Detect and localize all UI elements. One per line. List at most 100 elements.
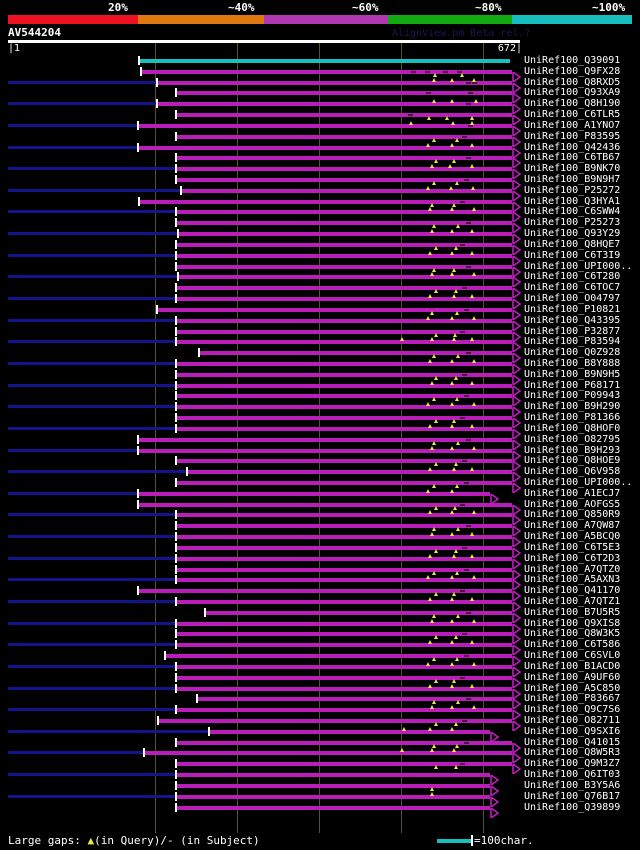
hit-label[interactable]: UniRef100_A7QTZ0 xyxy=(524,563,621,575)
hit-label[interactable]: UniRef100_B3Y5A6 xyxy=(524,779,621,791)
hit-label[interactable]: UniRef100_C6T2D3 xyxy=(524,552,621,564)
hit-row[interactable]: UniRef100_P83594 xyxy=(0,336,640,354)
hit-row[interactable]: UniRef100_Q8HQE7 xyxy=(0,239,640,257)
hit-label[interactable]: UniRef100_A7QTZ1 xyxy=(524,596,621,607)
hit-label[interactable]: UniRef100_Q8HOF0 xyxy=(524,422,621,434)
alignment-bar[interactable] xyxy=(137,589,512,594)
hit-row[interactable]: UniRef100_A9UF60 xyxy=(0,672,640,690)
hit-row[interactable]: UniRef100_Q9FX28 xyxy=(0,66,640,84)
hit-label[interactable]: UniRef100_Q93Y29 xyxy=(524,228,621,240)
hit-label[interactable]: UniRef100_C6T5E3 xyxy=(524,541,621,553)
hit-row[interactable]: UniRef100_Q6IT03 xyxy=(0,769,640,787)
hit-row[interactable]: UniRef100_UPI000.. xyxy=(0,477,640,495)
hit-label[interactable]: UniRef100_Q41015 xyxy=(524,736,621,748)
hit-label[interactable]: UniRef100_Q9C7S6 xyxy=(524,704,621,716)
alignment-bar[interactable] xyxy=(175,210,512,215)
hit-row[interactable]: UniRef100_Q42436 xyxy=(0,142,640,160)
hit-row[interactable]: UniRef100_Q9XIS8 xyxy=(0,617,640,636)
hit-label[interactable]: UniRef100_P83667 xyxy=(524,693,621,705)
alignment-bar[interactable] xyxy=(175,134,512,139)
hit-row[interactable]: UniRef100_B3Y5A6 xyxy=(0,779,640,798)
alignment-bar[interactable] xyxy=(175,361,512,366)
hit-row[interactable]: UniRef100_P83595 xyxy=(0,131,640,149)
hit-row[interactable]: UniRef100_C6SVL0 xyxy=(0,650,640,668)
alignment-bar[interactable] xyxy=(175,113,512,118)
alignment-bar[interactable] xyxy=(175,394,512,399)
alignment-bar[interactable] xyxy=(157,719,512,724)
hit-row[interactable]: UniRef100_Q43395 xyxy=(0,315,640,333)
hit-label[interactable]: UniRef100_A5AXN3 xyxy=(524,574,621,586)
hit-label[interactable]: UniRef100_P81366 xyxy=(524,412,621,424)
hit-label[interactable]: UniRef100_P25272 xyxy=(524,184,621,196)
alignment-bar[interactable] xyxy=(177,232,512,237)
hit-label[interactable]: UniRef100_B7U5R5 xyxy=(524,606,621,618)
alignment-bar[interactable] xyxy=(186,470,512,475)
hit-row[interactable]: UniRef100_Q41170 xyxy=(0,585,640,603)
alignment-bar[interactable] xyxy=(175,459,512,464)
alignment-bar[interactable] xyxy=(137,145,512,150)
alignment-bar[interactable] xyxy=(175,524,512,529)
hit-label[interactable]: UniRef100_C6T3I9 xyxy=(524,249,621,261)
hit-row[interactable]: UniRef100_P10821 xyxy=(0,304,640,322)
hit-row[interactable]: UniRef100_Q41015 xyxy=(0,736,640,755)
hit-label[interactable]: UniRef100_C6SWW4 xyxy=(524,206,621,218)
hit-row[interactable]: UniRef100_A5C850 xyxy=(0,683,640,701)
hit-label[interactable]: UniRef100_C6T586 xyxy=(524,639,621,651)
hit-label[interactable]: UniRef100_A1ECJ7 xyxy=(524,487,621,499)
alignment-bar[interactable] xyxy=(138,59,510,63)
hit-row[interactable]: UniRef100_B8Y888 xyxy=(0,358,640,376)
hit-label[interactable]: UniRef100_Q39091 xyxy=(524,55,621,66)
hit-label[interactable]: UniRef100_B9N9H5 xyxy=(524,368,621,380)
alignment-bar[interactable] xyxy=(137,491,490,496)
hit-label[interactable]: UniRef100_C6TLR5 xyxy=(524,109,621,121)
alignment-bar[interactable] xyxy=(175,535,512,540)
hit-label[interactable]: UniRef100_Q0Z928 xyxy=(524,347,621,359)
hit-row[interactable]: UniRef100_Q8RXD5 xyxy=(0,77,640,95)
hit-row[interactable]: UniRef100_B9H290 xyxy=(0,401,640,419)
hit-label[interactable]: UniRef100_B9H293 xyxy=(524,444,621,456)
hit-row[interactable]: UniRef100_B9NK70 xyxy=(0,163,640,181)
hit-label[interactable]: UniRef100_O04797 xyxy=(524,293,621,305)
hit-label[interactable]: UniRef100_Q9XIS8 xyxy=(524,617,621,629)
hit-label[interactable]: UniRef100_A1YNO7 xyxy=(524,119,621,131)
alignment-bar[interactable] xyxy=(177,275,512,280)
alignment-bar[interactable] xyxy=(175,805,490,810)
hit-row[interactable]: UniRef100_Q93Y29 xyxy=(0,228,640,246)
alignment-bar[interactable] xyxy=(175,383,512,388)
alignment-bar[interactable] xyxy=(175,783,490,788)
hit-row[interactable]: UniRef100_Q3HYA1 xyxy=(0,195,640,214)
hit-row[interactable]: UniRef100_Q9M3Z7 xyxy=(0,758,640,776)
hit-row[interactable]: UniRef100_O82795 xyxy=(0,434,640,452)
hit-label[interactable]: UniRef100_Q9SXI6 xyxy=(524,725,621,737)
alignment-bar[interactable] xyxy=(156,102,512,107)
hit-row[interactable]: UniRef100_Q9C7S6 xyxy=(0,704,640,722)
hit-row[interactable]: UniRef100_P09943 xyxy=(0,390,640,408)
alignment-bar[interactable] xyxy=(175,545,512,550)
hit-row[interactable]: UniRef100_Q76B17 xyxy=(0,791,640,809)
hit-row[interactable]: UniRef100_B1ACD0 xyxy=(0,661,640,679)
alignment-bar[interactable] xyxy=(175,664,512,669)
alignment-bar[interactable] xyxy=(175,556,512,561)
alignment-bar[interactable] xyxy=(137,448,512,453)
hit-label[interactable]: UniRef100_C6SVL0 xyxy=(524,650,621,662)
hit-row[interactable]: UniRef100_A7QTZ0 xyxy=(0,563,640,582)
alignment-bar[interactable] xyxy=(140,69,512,74)
hit-row[interactable]: UniRef100_Q8W5R3 xyxy=(0,747,640,766)
alignment-bar[interactable] xyxy=(196,697,512,702)
alignment-bar[interactable] xyxy=(204,610,512,615)
hit-row[interactable]: UniRef100_B9N9H7 xyxy=(0,174,640,192)
hit-row[interactable]: UniRef100_Q850R9 xyxy=(0,509,640,527)
hit-label[interactable]: UniRef100_Q3HYA1 xyxy=(524,195,621,207)
hit-row[interactable]: UniRef100_B9N9H5 xyxy=(0,368,640,387)
hit-label[interactable]: UniRef100_B9H290 xyxy=(524,401,621,413)
hit-row[interactable]: UniRef100_B7U5R5 xyxy=(0,606,640,625)
hit-row[interactable]: UniRef100_C6T5E3 xyxy=(0,541,640,560)
alignment-bar[interactable] xyxy=(175,242,512,247)
alignment-bar[interactable] xyxy=(138,199,512,204)
alignment-bar[interactable] xyxy=(137,502,512,507)
alignment-bar[interactable] xyxy=(175,340,512,345)
alignment-bar[interactable] xyxy=(175,762,512,767)
alignment-bar[interactable] xyxy=(175,372,512,377)
hit-row[interactable]: UniRef100_UPI000.. xyxy=(0,261,640,279)
alignment-bar[interactable] xyxy=(175,221,512,226)
